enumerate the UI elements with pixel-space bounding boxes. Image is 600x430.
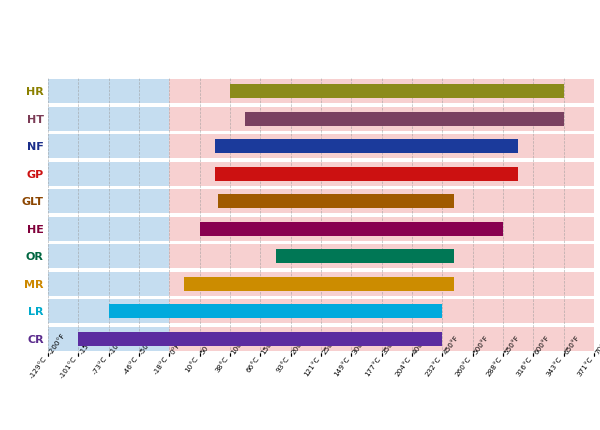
Bar — [230, 84, 563, 98]
Bar — [169, 134, 594, 158]
Bar — [185, 276, 454, 291]
Bar — [169, 244, 594, 268]
Bar — [109, 304, 442, 319]
Bar — [215, 166, 518, 181]
Bar — [48, 162, 169, 186]
Bar — [169, 327, 594, 351]
Bar — [48, 134, 169, 158]
Bar — [218, 194, 454, 209]
Bar — [48, 107, 169, 131]
Bar — [169, 299, 594, 323]
Bar — [48, 244, 169, 268]
Bar — [169, 272, 594, 296]
Bar — [169, 107, 594, 131]
Bar — [48, 299, 169, 323]
Bar — [79, 332, 442, 346]
Bar — [215, 139, 518, 154]
Bar — [200, 221, 503, 236]
Bar — [48, 327, 169, 351]
Bar — [169, 189, 594, 213]
Bar — [169, 79, 594, 103]
Bar — [275, 249, 454, 264]
Bar — [48, 189, 169, 213]
Bar — [48, 79, 169, 103]
Bar — [245, 111, 563, 126]
Bar — [48, 217, 169, 241]
Bar — [48, 272, 169, 296]
Bar — [169, 162, 594, 186]
Bar — [169, 217, 594, 241]
